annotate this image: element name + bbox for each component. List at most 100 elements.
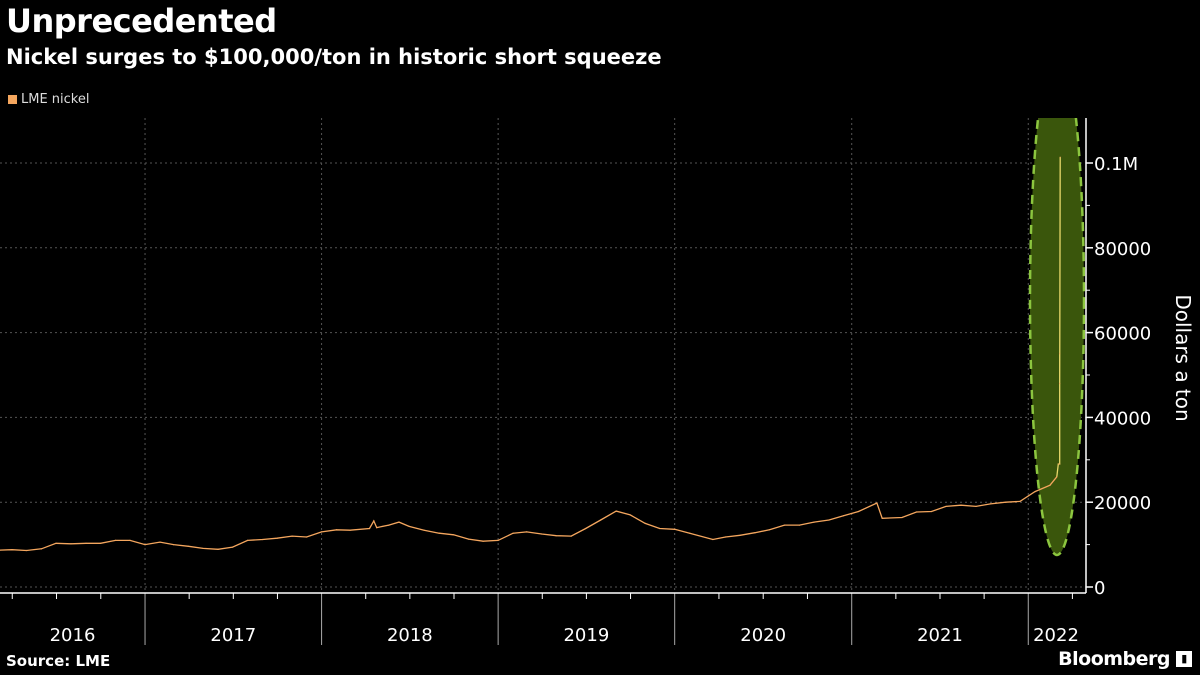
data-point (1034, 491, 1036, 493)
data-point (85, 542, 87, 544)
data-point (644, 522, 646, 525)
data-point (408, 525, 410, 527)
chart-subtitle: Nickel surges to $100,000/ton in histori… (6, 45, 662, 69)
data-point (512, 532, 514, 534)
x-tick-label: 2016 (50, 625, 96, 646)
chart-title: Unprecedented (6, 2, 277, 40)
data-point (798, 524, 801, 526)
data-point (768, 529, 771, 531)
data-point (629, 514, 631, 516)
legend-label: LME nickel (21, 92, 90, 107)
x-tick-label: 2018 (387, 625, 433, 646)
data-point (217, 548, 219, 550)
data-point (828, 519, 830, 521)
data-point (724, 536, 727, 538)
data-point (423, 529, 425, 531)
data-point (960, 504, 962, 506)
data-point (739, 534, 741, 536)
y-tick-label: 60000 (1094, 324, 1151, 345)
data-point (373, 520, 375, 522)
data-point (453, 534, 455, 536)
legend-swatch (8, 95, 17, 104)
data-point (497, 539, 499, 541)
data-point (25, 549, 28, 552)
data-point (813, 521, 815, 523)
data-point (335, 529, 338, 531)
data-point (541, 533, 543, 535)
data-point (1019, 500, 1021, 502)
data-point (659, 527, 661, 530)
data-point (40, 548, 43, 550)
data-point (144, 544, 146, 546)
data-point (291, 535, 293, 537)
data-point (1049, 484, 1051, 486)
data-point (881, 517, 883, 519)
data-point (1059, 463, 1061, 465)
data-point (615, 510, 617, 512)
data-point (901, 516, 903, 519)
data-point (842, 515, 845, 517)
data-point (159, 541, 161, 543)
y-axis-label: Dollars a ton (1171, 294, 1195, 421)
data-point (876, 502, 878, 504)
data-point (172, 544, 175, 546)
x-tick-label: 2017 (210, 625, 256, 646)
data-point (276, 537, 278, 539)
data-point (246, 539, 249, 541)
data-point (1004, 501, 1007, 503)
data-point (398, 521, 400, 523)
data-point (975, 505, 977, 508)
data-point (11, 549, 13, 551)
data-point (600, 519, 602, 521)
data-point (202, 547, 204, 550)
data-point (930, 510, 933, 513)
data-point (70, 543, 72, 545)
data-point (585, 527, 587, 530)
data-point (231, 546, 234, 548)
data-point (945, 505, 947, 508)
data-point (689, 532, 691, 534)
data-point (55, 542, 57, 544)
data-point (305, 536, 308, 538)
data-point (570, 535, 572, 537)
source-note: Source: LME (6, 652, 111, 670)
data-point (114, 539, 117, 541)
data-point (555, 535, 557, 537)
y-tick-label: 0.1M (1094, 154, 1138, 175)
data-point (1056, 476, 1058, 478)
chart-icon: ▮ (1176, 651, 1192, 667)
y-tick-label: 80000 (1094, 239, 1151, 260)
data-point (388, 524, 390, 526)
data-point (1057, 463, 1059, 465)
data-point (1059, 382, 1061, 385)
data-point (376, 527, 378, 529)
x-tick-label: 2020 (740, 625, 786, 646)
data-point (438, 532, 440, 534)
data-point (99, 542, 102, 544)
x-tick-label: 2022 (1033, 625, 1079, 646)
data-point (857, 510, 860, 513)
legend: LME nickel (8, 92, 89, 107)
logo-text: Bloomberg (1058, 648, 1170, 670)
data-point (712, 538, 714, 541)
data-point (1059, 156, 1061, 158)
data-point (989, 503, 992, 505)
price-line (0, 476, 1058, 552)
y-tick-label: 40000 (1094, 408, 1151, 429)
data-point (320, 531, 323, 533)
data-point (674, 528, 676, 530)
data-point (368, 527, 371, 530)
data-point (349, 529, 351, 531)
data-point (783, 524, 786, 526)
x-tick-label: 2021 (917, 625, 963, 646)
data-point (0, 549, 1, 551)
data-point (129, 539, 131, 541)
highlight-ellipse (1028, 118, 1086, 557)
y-tick-label: 20000 (1094, 493, 1151, 514)
x-tick-label: 2019 (563, 625, 609, 646)
data-point (187, 545, 190, 547)
bloomberg-logo: Bloomberg ▮ (1058, 648, 1192, 670)
data-point (482, 540, 484, 542)
data-point (468, 538, 470, 540)
